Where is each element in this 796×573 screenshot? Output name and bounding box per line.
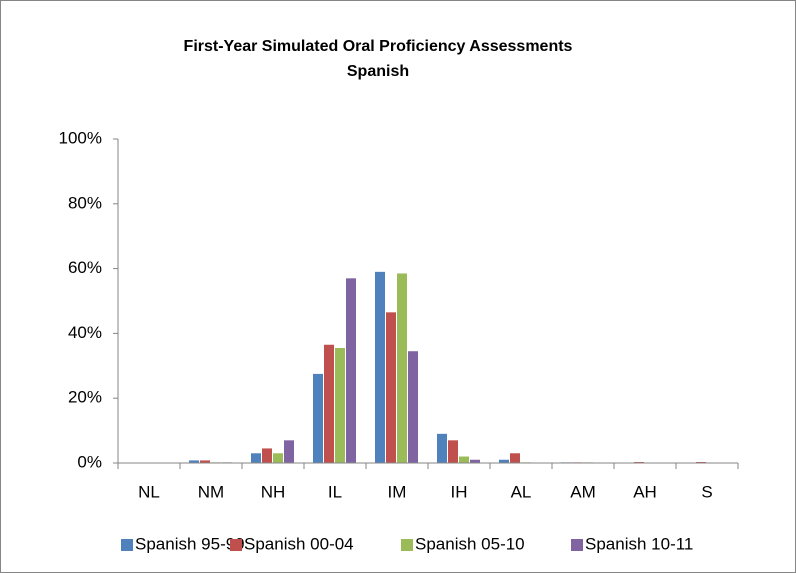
chart-subtitle: Spanish xyxy=(347,63,409,80)
x-tick-label: S xyxy=(701,482,712,501)
x-tick-label: NM xyxy=(198,482,224,501)
x-tick-label: AH xyxy=(633,482,657,501)
x-tick-label: AM xyxy=(570,482,596,501)
x-tick-label: NH xyxy=(261,482,286,501)
x-tick-label: IH xyxy=(451,482,468,501)
bar xyxy=(408,351,418,463)
legend-swatch xyxy=(230,539,242,551)
x-tick-label: IM xyxy=(388,482,407,501)
chart-title: First-Year Simulated Oral Proficiency As… xyxy=(184,38,573,55)
bar xyxy=(346,278,356,463)
y-tick-label: 20% xyxy=(68,388,102,407)
bar xyxy=(510,453,520,463)
bar xyxy=(386,312,396,463)
bar xyxy=(200,460,210,463)
y-tick-label: 100% xyxy=(59,128,102,147)
x-tick-label: AL xyxy=(511,482,532,501)
bar xyxy=(324,344,334,463)
bar xyxy=(375,271,385,463)
legend-label: Spanish 10-11 xyxy=(585,534,693,553)
bar xyxy=(437,433,447,463)
y-tick-label: 40% xyxy=(68,323,102,342)
bar xyxy=(262,448,272,463)
legend-label: Spanish 05-10 xyxy=(415,534,525,553)
x-tick-label: NL xyxy=(138,482,160,501)
bar xyxy=(284,440,294,463)
bar xyxy=(335,347,345,463)
legend-label: Spanish 00-04 xyxy=(244,534,354,553)
bar xyxy=(189,460,199,463)
bar xyxy=(273,453,283,463)
bar xyxy=(499,459,509,463)
bar xyxy=(313,373,323,463)
y-tick-label: 60% xyxy=(68,258,102,277)
bar xyxy=(397,273,407,463)
bar xyxy=(459,456,469,463)
bar xyxy=(251,453,261,463)
y-tick-label: 80% xyxy=(68,193,102,212)
legend-label: Spanish 95-99 xyxy=(135,534,245,553)
y-tick-label: 0% xyxy=(77,452,102,471)
legend-swatch xyxy=(121,539,133,551)
bar xyxy=(448,440,458,463)
legend-swatch xyxy=(401,539,413,551)
legend-swatch xyxy=(571,539,583,551)
x-tick-label: IL xyxy=(328,482,342,501)
bar xyxy=(470,459,480,463)
